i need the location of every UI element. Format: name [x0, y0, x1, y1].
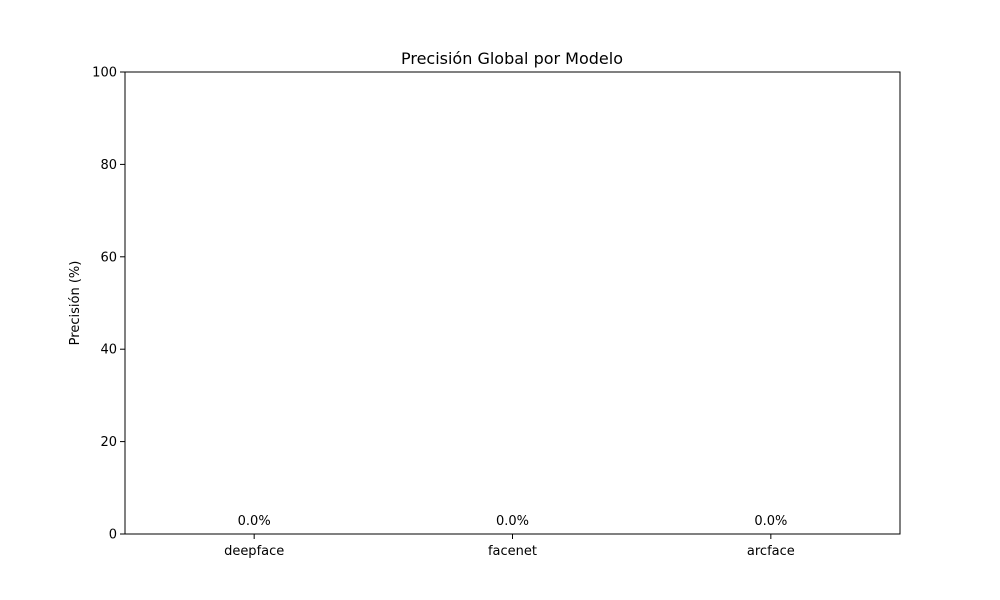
chart-title: Precisión Global por Modelo: [401, 49, 623, 68]
chart-marks: 0 20 40 60 80 100 deepface 0.0% facenet 0.0% arcfa…: [92, 66, 795, 560]
y-tick-label: 0: [109, 528, 117, 543]
x-tick-label: facenet: [488, 544, 537, 559]
y-axis-label: Precisión (%): [68, 261, 83, 346]
y-tick-label: 20: [100, 435, 117, 450]
bar-data-label: 0.0%: [496, 514, 529, 529]
x-tick-label: deepface: [224, 544, 284, 559]
y-tick-label: 60: [100, 250, 117, 265]
y-tick-label: 80: [100, 158, 117, 173]
y-tick-label: 100: [92, 66, 117, 81]
bar-data-label: 0.0%: [238, 514, 271, 529]
x-tick-label: arcface: [747, 544, 795, 559]
bar-data-label: 0.0%: [754, 514, 787, 529]
y-tick-label: 40: [100, 343, 117, 358]
plot-frame: [124, 71, 901, 535]
